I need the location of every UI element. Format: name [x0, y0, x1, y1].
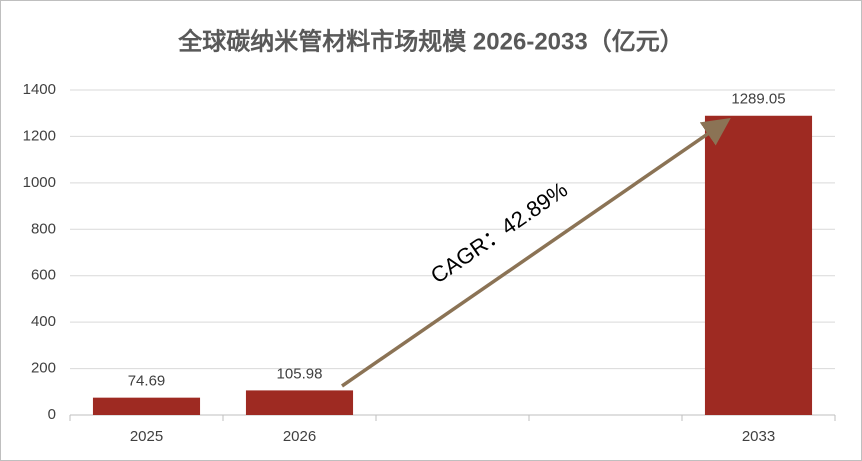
y-tick-label: 800 — [31, 220, 56, 237]
y-tick-label: 600 — [31, 267, 56, 284]
bar — [704, 115, 813, 415]
y-tick-label: 200 — [31, 360, 56, 377]
data-label: 1289.05 — [731, 91, 785, 108]
cagr-annotation: CAGR：42.89% — [426, 177, 572, 289]
bar — [245, 390, 354, 415]
cagr-arrow — [341, 118, 731, 388]
data-label: 105.98 — [277, 365, 323, 382]
y-tick-label: 1000 — [23, 174, 56, 191]
chart-title: 全球碳纳米管材料市场规模 2026-2033（亿元） — [177, 27, 683, 55]
x-tick-label: 2025 — [130, 428, 163, 445]
x-tick-label: 2033 — [742, 428, 775, 445]
y-tick-label: 1400 — [23, 81, 56, 98]
y-tick-label: 1200 — [23, 127, 56, 144]
data-label: 74.69 — [128, 373, 166, 390]
x-tick-label: 2026 — [283, 428, 316, 445]
bar — [92, 397, 201, 415]
y-tick-label: 400 — [31, 313, 56, 330]
y-tick-label: 0 — [48, 406, 56, 423]
